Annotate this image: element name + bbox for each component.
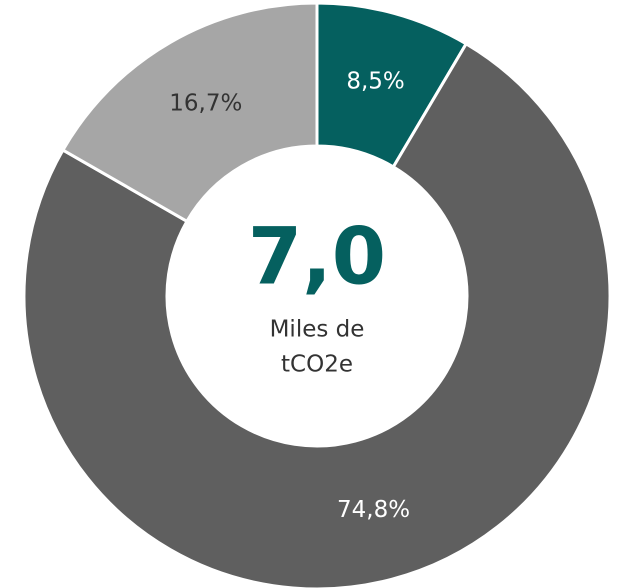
center-label: Miles de (270, 317, 365, 343)
center-value: 7,0 (248, 212, 386, 302)
data-label: 8,5% (346, 68, 404, 94)
slice (60, 1, 319, 224)
center-label: tCO2e (281, 352, 353, 378)
labels: 8,5% 74,8% 16,7% (169, 68, 410, 523)
slice (22, 41, 612, 588)
data-label: 74,8% (337, 497, 410, 523)
slices (22, 1, 612, 588)
data-label: 16,7% (169, 90, 242, 116)
